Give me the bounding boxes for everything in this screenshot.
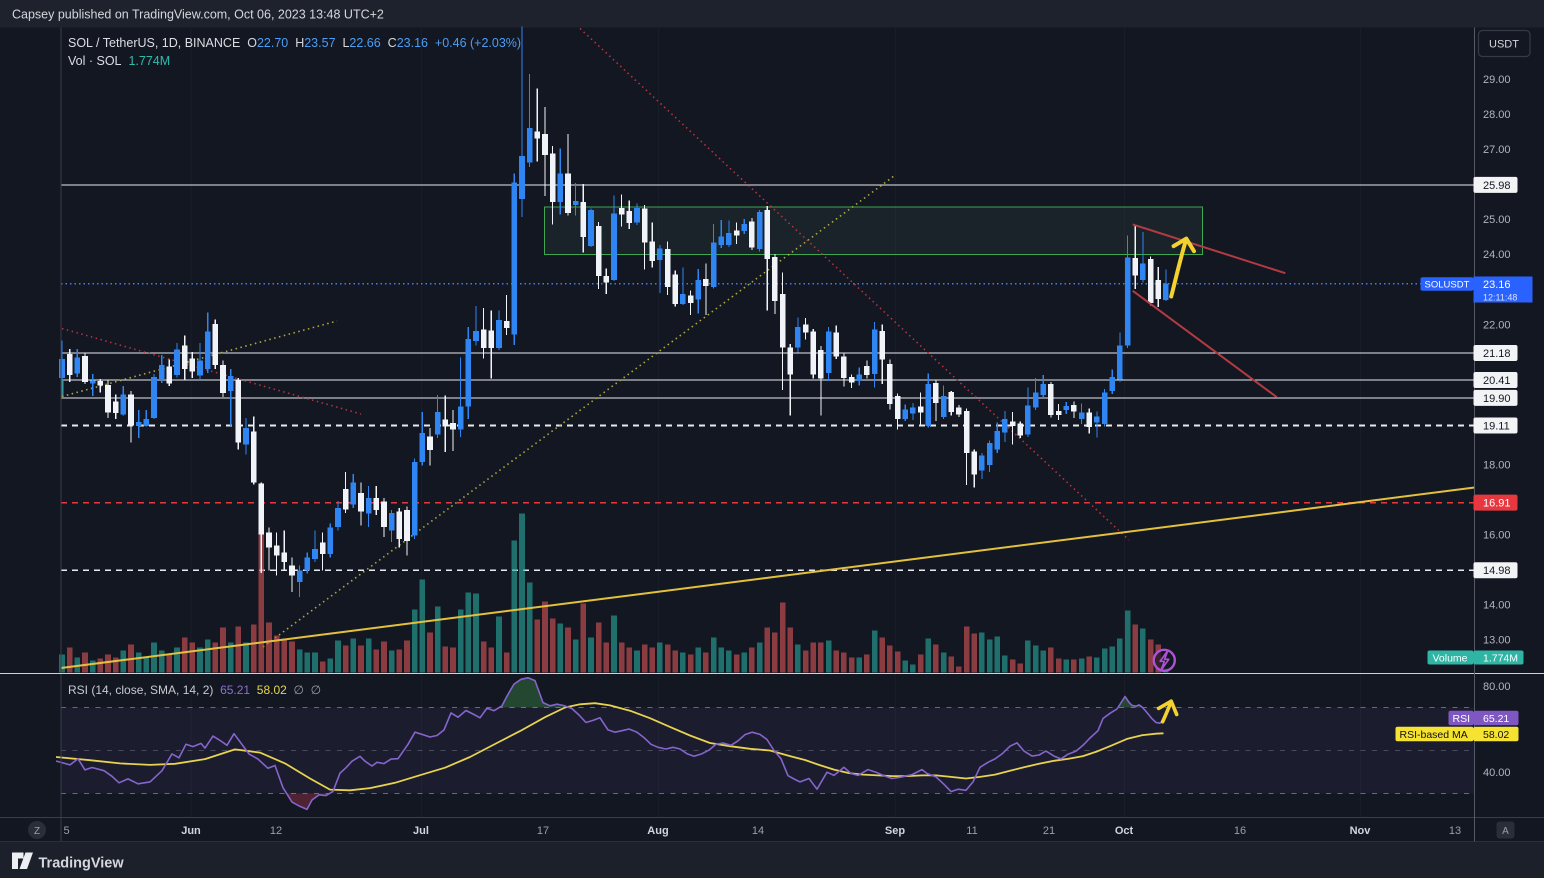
svg-text:RSI: RSI bbox=[1453, 713, 1471, 725]
svg-text:Z: Z bbox=[34, 826, 40, 837]
svg-text:16: 16 bbox=[1234, 825, 1246, 837]
svg-text:16.91: 16.91 bbox=[1483, 498, 1511, 510]
svg-text:18.00: 18.00 bbox=[1483, 459, 1511, 471]
svg-text:Jul: Jul bbox=[413, 825, 429, 837]
svg-text:12: 12 bbox=[270, 825, 282, 837]
svg-text:29.00: 29.00 bbox=[1483, 74, 1511, 86]
svg-text:14: 14 bbox=[752, 825, 764, 837]
svg-text:SOLUSDT: SOLUSDT bbox=[1425, 280, 1470, 291]
svg-text:Volume: Volume bbox=[1433, 653, 1468, 665]
svg-text:Nov: Nov bbox=[1350, 825, 1372, 837]
svg-text:RSI-based MA: RSI-based MA bbox=[1400, 729, 1468, 741]
svg-text:23.16: 23.16 bbox=[1483, 279, 1511, 291]
svg-text:5: 5 bbox=[64, 825, 70, 837]
svg-text:20.41: 20.41 bbox=[1483, 375, 1511, 387]
svg-text:21: 21 bbox=[1043, 825, 1055, 837]
svg-text:12:11:48: 12:11:48 bbox=[1483, 293, 1517, 303]
svg-text:13: 13 bbox=[1449, 825, 1461, 837]
svg-text:40.00: 40.00 bbox=[1483, 767, 1511, 779]
svg-text:19.11: 19.11 bbox=[1483, 421, 1510, 433]
svg-text:14.98: 14.98 bbox=[1483, 565, 1511, 577]
svg-text:28.00: 28.00 bbox=[1483, 109, 1511, 121]
svg-text:21.18: 21.18 bbox=[1483, 348, 1511, 360]
svg-text:16.00: 16.00 bbox=[1483, 530, 1511, 542]
svg-text:Capsey published on TradingVie: Capsey published on TradingView.com, Oct… bbox=[12, 8, 384, 22]
svg-text:TradingView: TradingView bbox=[39, 856, 125, 872]
svg-text:27.00: 27.00 bbox=[1483, 144, 1511, 156]
svg-text:13.00: 13.00 bbox=[1483, 635, 1511, 647]
svg-text:24.00: 24.00 bbox=[1483, 249, 1511, 261]
svg-text:65.21: 65.21 bbox=[1483, 713, 1509, 725]
svg-text:Aug: Aug bbox=[647, 825, 668, 837]
svg-text:80.00: 80.00 bbox=[1483, 681, 1511, 693]
svg-text:Oct: Oct bbox=[1115, 825, 1134, 837]
svg-text:58.02: 58.02 bbox=[1483, 729, 1509, 741]
svg-text:Jun: Jun bbox=[181, 825, 201, 837]
svg-text:17: 17 bbox=[537, 825, 549, 837]
svg-text:USDT: USDT bbox=[1489, 39, 1519, 51]
svg-text:11: 11 bbox=[966, 825, 977, 837]
svg-text:19.90: 19.90 bbox=[1483, 393, 1511, 405]
svg-text:1.774M: 1.774M bbox=[1483, 653, 1518, 665]
svg-text:SOL / TetherUS, 1D, BINANCE O: SOL / TetherUS, 1D, BINANCE O22.70 H23.5… bbox=[68, 36, 521, 50]
svg-text:Sep: Sep bbox=[885, 825, 905, 837]
svg-text:14.00: 14.00 bbox=[1483, 600, 1511, 612]
svg-text:25.98: 25.98 bbox=[1483, 180, 1511, 192]
svg-text:A: A bbox=[1502, 826, 1509, 837]
svg-text:25.00: 25.00 bbox=[1483, 214, 1511, 226]
svg-text:RSI (14, close, SMA, 14, 2) 6: RSI (14, close, SMA, 14, 2) 65.21 58.02 … bbox=[68, 683, 321, 697]
svg-text:22.00: 22.00 bbox=[1483, 319, 1511, 331]
svg-text:Vol · SOL 1.774M: Vol · SOL 1.774M bbox=[68, 54, 170, 68]
